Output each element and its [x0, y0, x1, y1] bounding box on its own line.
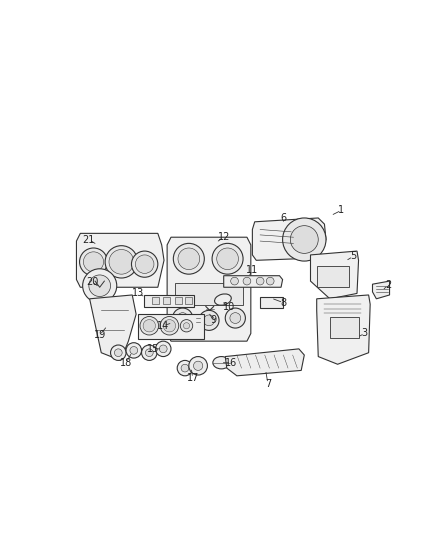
Circle shape [80, 248, 107, 276]
Bar [317, 265, 349, 287]
Bar [175, 297, 182, 304]
Polygon shape [311, 251, 359, 299]
Text: 20: 20 [86, 277, 98, 287]
Bar [163, 297, 170, 304]
Polygon shape [372, 281, 389, 299]
Text: 18: 18 [120, 358, 132, 368]
Circle shape [189, 357, 208, 375]
Circle shape [181, 364, 189, 372]
Circle shape [110, 345, 126, 360]
Polygon shape [90, 295, 136, 360]
Polygon shape [252, 218, 326, 260]
Circle shape [145, 349, 153, 357]
Circle shape [194, 361, 203, 370]
Circle shape [130, 346, 138, 354]
Text: 9: 9 [211, 316, 217, 325]
Text: 3: 3 [362, 328, 368, 338]
Circle shape [160, 317, 179, 335]
Circle shape [126, 343, 141, 358]
Text: 19: 19 [94, 330, 106, 340]
Text: 11: 11 [246, 265, 258, 276]
Polygon shape [33, 481, 394, 533]
Text: 10: 10 [223, 302, 235, 312]
Bar [330, 317, 359, 338]
Polygon shape [225, 349, 304, 376]
Circle shape [266, 277, 274, 285]
Circle shape [217, 248, 238, 270]
Circle shape [180, 320, 193, 332]
Text: 1: 1 [339, 205, 345, 215]
Circle shape [83, 252, 103, 272]
Bar [260, 296, 283, 308]
Circle shape [143, 320, 155, 332]
Bar [185, 297, 192, 304]
Text: 7: 7 [265, 378, 271, 389]
Bar [175, 284, 243, 305]
Circle shape [89, 275, 110, 296]
Circle shape [283, 218, 326, 261]
Circle shape [243, 277, 251, 285]
Polygon shape [77, 233, 164, 287]
Circle shape [177, 313, 188, 324]
Circle shape [204, 315, 214, 326]
Circle shape [163, 320, 176, 332]
Circle shape [290, 225, 318, 253]
Circle shape [159, 345, 167, 353]
Circle shape [105, 246, 138, 278]
Bar [138, 314, 204, 339]
Circle shape [231, 277, 238, 285]
Circle shape [178, 248, 200, 270]
Circle shape [83, 269, 117, 303]
Text: 5: 5 [350, 252, 356, 262]
Ellipse shape [215, 294, 231, 305]
Circle shape [256, 277, 264, 285]
Circle shape [141, 345, 157, 360]
Circle shape [199, 310, 219, 330]
Text: 21: 21 [83, 235, 95, 245]
Polygon shape [317, 295, 370, 364]
Circle shape [212, 244, 243, 274]
Polygon shape [224, 276, 283, 287]
Circle shape [131, 251, 158, 277]
Text: 2: 2 [385, 280, 391, 290]
Text: 8: 8 [280, 297, 286, 308]
Ellipse shape [213, 357, 230, 369]
Text: 12: 12 [218, 232, 230, 242]
Circle shape [135, 255, 154, 273]
Circle shape [225, 308, 245, 328]
Polygon shape [167, 237, 251, 341]
Text: 14: 14 [157, 321, 170, 331]
Circle shape [173, 244, 204, 274]
Circle shape [230, 313, 241, 324]
Text: 15: 15 [147, 344, 159, 354]
Bar [144, 295, 194, 306]
Circle shape [114, 349, 122, 357]
Circle shape [140, 317, 159, 335]
Circle shape [184, 322, 190, 329]
Text: 17: 17 [187, 373, 199, 383]
Circle shape [177, 360, 193, 376]
Text: 16: 16 [225, 358, 237, 368]
Ellipse shape [30, 478, 44, 488]
Text: 6: 6 [280, 213, 286, 223]
Bar [152, 297, 159, 304]
Circle shape [173, 308, 193, 328]
Circle shape [155, 341, 171, 357]
Circle shape [109, 249, 134, 274]
Text: 13: 13 [132, 288, 145, 298]
Ellipse shape [380, 478, 396, 489]
